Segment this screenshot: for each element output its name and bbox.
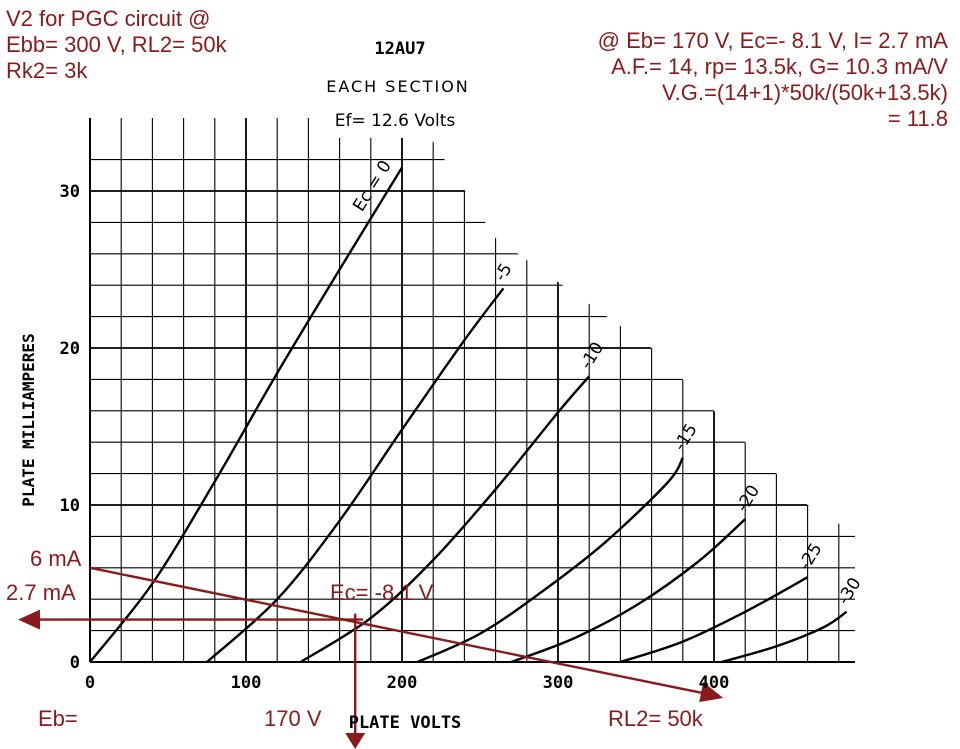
annotation-line: Ebb= 300 V, RL2= 50k bbox=[6, 32, 227, 57]
annotation-ec: Ec= -8.1 V bbox=[330, 580, 434, 605]
annotation-line: V.G.=(14+1)*50k/(50k+13.5k) bbox=[662, 80, 948, 105]
grid bbox=[89, 20, 860, 663]
characteristic-curve bbox=[620, 576, 809, 664]
curve-label: -20 bbox=[732, 482, 764, 516]
characteristic-curve bbox=[89, 166, 404, 663]
annotation-170v: 170 V bbox=[264, 706, 322, 731]
x-tick-label: 400 bbox=[699, 673, 730, 693]
curve-label: -5 bbox=[491, 260, 517, 285]
x-tick-label: 0 bbox=[85, 673, 95, 693]
annotation-6ma: 6 mA bbox=[30, 546, 82, 571]
y-tick-label: 10 bbox=[60, 496, 80, 516]
annotation-top-left: V2 for PGC circuit @ Ebb= 300 V, RL2= 50… bbox=[6, 6, 227, 84]
annotation-eb: Eb= bbox=[38, 706, 78, 731]
characteristic-curve bbox=[510, 518, 747, 664]
x-axis-label: PLATE VOLTS bbox=[349, 713, 462, 733]
y-axis-label: PLATE MILLIAMPERES bbox=[19, 333, 38, 506]
load-line bbox=[89, 566, 708, 696]
curves bbox=[89, 166, 848, 664]
x-tick-label: 100 bbox=[231, 673, 262, 693]
curve-label: -15 bbox=[670, 420, 702, 454]
tube-label: 12AU7 bbox=[374, 39, 425, 59]
curve-label: -10 bbox=[576, 339, 608, 373]
blank-region bbox=[417, 118, 860, 537]
current-marker-arrowhead bbox=[18, 609, 40, 630]
overlay bbox=[18, 566, 724, 749]
annotation-2-7ma: 2.7 mA bbox=[6, 580, 76, 605]
load-line-arrowhead bbox=[699, 681, 724, 702]
y-tick-label: 20 bbox=[60, 339, 80, 359]
annotation-line: V2 for PGC circuit @ bbox=[6, 6, 211, 31]
section-label: EACH SECTION bbox=[326, 77, 470, 96]
voltage-marker-arrowhead bbox=[345, 733, 366, 749]
y-tick-label: 0 bbox=[70, 653, 80, 673]
characteristic-curve bbox=[417, 457, 684, 664]
y-tick-label: 30 bbox=[60, 182, 80, 202]
filament-label: Ef= 12.6 Volts bbox=[335, 111, 456, 131]
annotation-line: Rk2= 3k bbox=[6, 58, 88, 83]
characteristic-curve bbox=[299, 375, 591, 664]
x-tick-label: 200 bbox=[387, 673, 418, 693]
annotation-top-right: @ Eb= 170 V, Ec=- 8.1 V, I= 2.7 mA A.F.=… bbox=[598, 28, 948, 132]
annotation-line: A.F.= 14, rp= 13.5k, G= 10.3 mA/V bbox=[611, 54, 948, 79]
annotation-rl2: RL2= 50k bbox=[608, 706, 703, 731]
annotation-line: = 11.8 bbox=[887, 106, 948, 131]
x-tick-label: 300 bbox=[543, 673, 574, 693]
curve-label: Ec = 0 bbox=[349, 157, 396, 215]
characteristic-curve bbox=[721, 610, 848, 664]
curve-label: -25 bbox=[795, 540, 827, 574]
annotation-line: @ Eb= 170 V, Ec=- 8.1 V, I= 2.7 mA bbox=[597, 28, 948, 53]
